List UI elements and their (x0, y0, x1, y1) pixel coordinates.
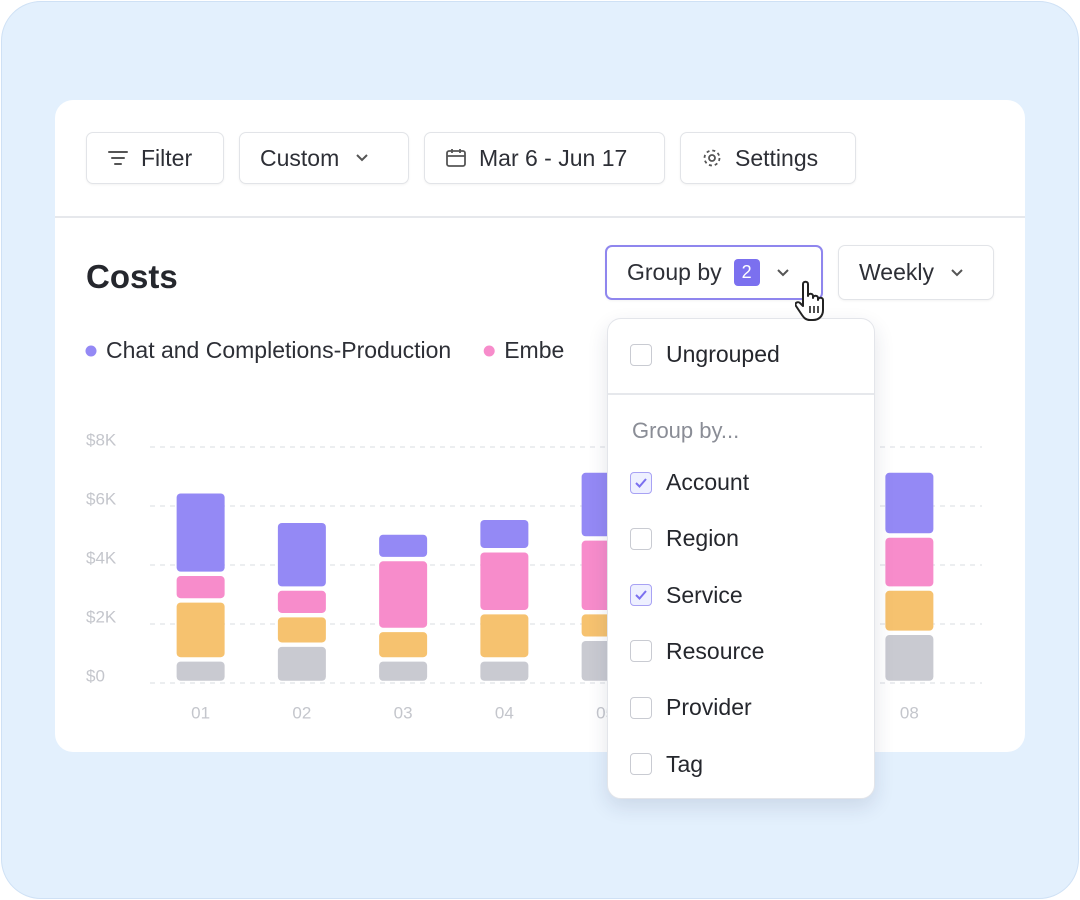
label: Provider (666, 694, 752, 721)
checkbox (630, 471, 652, 494)
group-option[interactable]: Tag (630, 751, 703, 778)
gear-icon (703, 149, 721, 167)
x-tick-label: 01 (191, 703, 210, 722)
divider (608, 393, 874, 395)
checkbox (630, 696, 652, 719)
group-by-dropdown: Ungrouped Group by... Account Region Servi… (607, 318, 875, 799)
bar-segment (277, 522, 326, 587)
x-tick-label: 04 (495, 703, 514, 722)
bar-segment (885, 537, 934, 587)
x-tick-label: 08 (900, 703, 919, 722)
label: Filter (141, 144, 193, 171)
label: Mar 6 - Jun 17 (479, 144, 628, 171)
bar-segment (480, 520, 529, 549)
chevron (356, 154, 368, 162)
checkbox (630, 584, 652, 607)
bar-segment (885, 590, 934, 631)
y-tick-label: $2K (86, 607, 117, 626)
bar-segment (277, 646, 326, 681)
checkmark (635, 477, 647, 488)
label: Group by (627, 259, 722, 285)
group-option[interactable]: Resource (630, 638, 764, 665)
bar-segment (885, 635, 934, 681)
legend-label: Chat and Completions-Production (106, 337, 451, 363)
bar-segment (379, 561, 428, 628)
label: Resource (666, 637, 765, 664)
bar-segment (379, 534, 428, 557)
bar-segment (277, 617, 326, 643)
label: Account (666, 469, 750, 495)
date-button[interactable]: Mar 6 - Jun 17 (424, 132, 665, 184)
separator (55, 216, 1025, 218)
bar-segment (379, 661, 428, 681)
ungrouped-option[interactable]: Ungrouped (630, 341, 780, 368)
label: Weekly (859, 259, 934, 285)
checkbox (630, 527, 652, 550)
label: Custom (260, 144, 340, 171)
bar-segment (176, 602, 225, 658)
checkbox (630, 640, 652, 663)
bar-segment (277, 590, 326, 613)
legend-label: Embe (504, 337, 564, 363)
y-tick-label: $4K (86, 548, 117, 567)
calendar-icon (446, 149, 466, 167)
filter-icon (108, 151, 128, 165)
bar-segment (480, 614, 529, 658)
section-label: Group by... (632, 418, 740, 443)
cursor (795, 280, 824, 321)
checkmark (635, 590, 647, 601)
bar-segment (480, 552, 529, 610)
x-tick-label: 02 (292, 703, 311, 722)
settings-button[interactable]: Settings (680, 132, 856, 184)
y-tick-label: $6K (86, 489, 117, 508)
count-badge: 2 (733, 259, 760, 286)
group-option[interactable]: Account (630, 469, 749, 496)
group-by-button[interactable]: Group by 2 (605, 245, 823, 300)
y-tick-label: $8K (86, 430, 117, 449)
range-button[interactable]: Custom (239, 132, 409, 184)
label: Region (666, 525, 739, 552)
checkbox (630, 343, 652, 366)
group-option[interactable]: Provider (630, 694, 752, 721)
bar-segment (885, 472, 934, 534)
label: Service (666, 581, 743, 608)
bar-segment (379, 632, 428, 658)
bar-segment (176, 576, 225, 599)
filter-button[interactable]: Filter (86, 132, 224, 184)
chevron (951, 268, 963, 276)
checkbox (630, 753, 652, 775)
label: Settings (735, 144, 819, 171)
chevron (776, 268, 789, 276)
group-option[interactable]: Service (630, 582, 743, 609)
label: Ungrouped (666, 341, 780, 367)
label: Tag (666, 750, 704, 777)
bar-segment (176, 493, 225, 572)
legend-dot (483, 345, 495, 357)
bar-segment (176, 661, 225, 681)
legend-dot (85, 345, 97, 357)
chart-title: Costs (86, 258, 178, 295)
group-option[interactable]: Region (630, 525, 739, 552)
x-tick-label: 03 (394, 703, 413, 722)
y-tick-label: $0 (86, 666, 105, 685)
bar-segment (480, 661, 529, 681)
interval-button[interactable]: Weekly (838, 245, 994, 300)
